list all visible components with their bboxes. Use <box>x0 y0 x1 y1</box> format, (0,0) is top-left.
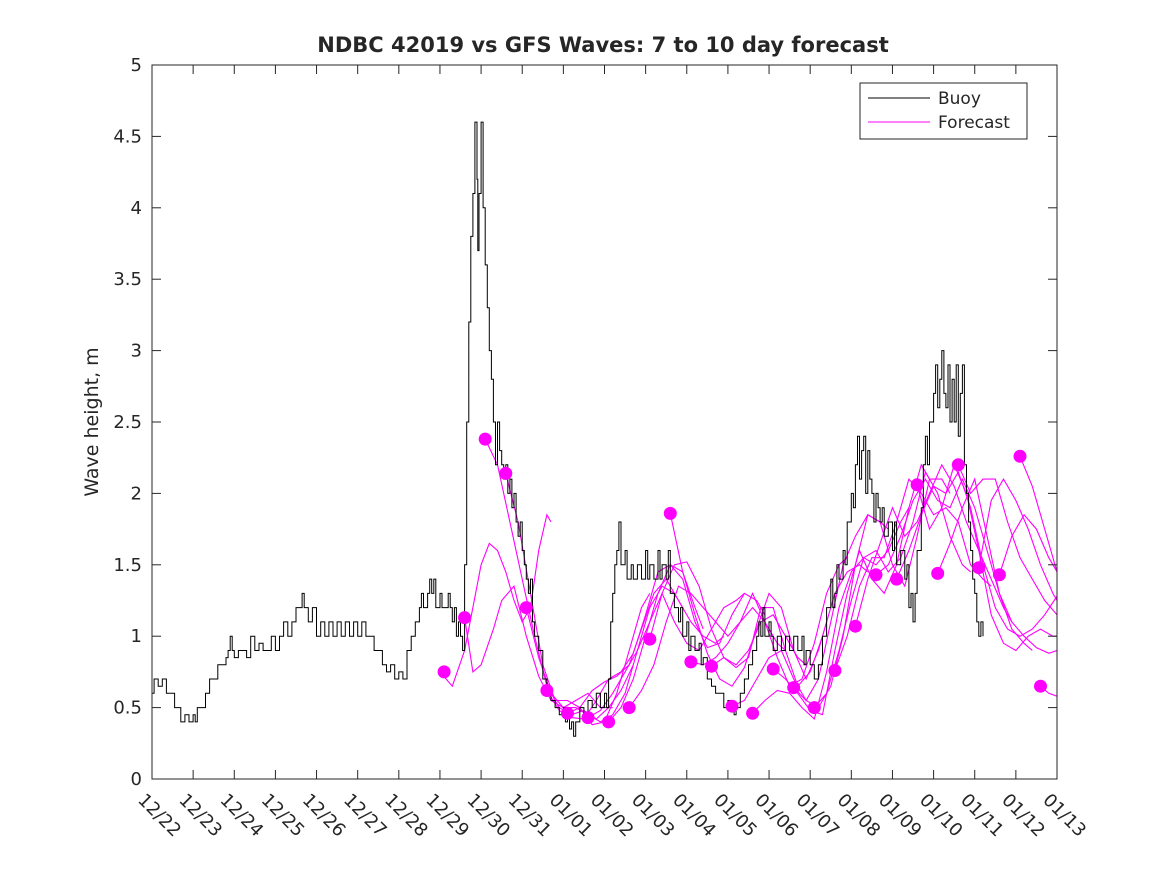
y-axis-label: Wave height, m <box>81 347 103 496</box>
legend-forecast-label: Forecast <box>938 113 1010 133</box>
forecast-marker-20 <box>848 619 862 633</box>
forecast-marker-9 <box>622 701 636 715</box>
chart-title: NDBC 42019 vs GFS Waves: 7 to 10 day for… <box>317 33 888 57</box>
y-tick-label: 3 <box>131 341 142 362</box>
forecast-marker-25 <box>951 458 965 472</box>
plot-area <box>152 121 1057 737</box>
forecast-marker-21 <box>869 568 883 582</box>
forecast-line-1 <box>464 585 613 709</box>
forecast-line-14 <box>731 514 889 707</box>
forecast-line-13 <box>711 564 869 688</box>
forecast-marker-18 <box>807 701 821 715</box>
y-tick-label: 2.5 <box>113 412 142 433</box>
y-tick-label: 2 <box>131 483 142 504</box>
forecast-marker-28 <box>1013 449 1027 463</box>
forecast-marker-12 <box>684 655 698 669</box>
y-tick-label: 0 <box>131 769 142 790</box>
forecast-line-12 <box>690 557 848 687</box>
forecast-marker-29 <box>1034 679 1047 693</box>
forecast-marker-24 <box>931 566 945 580</box>
forecast-line-8 <box>608 563 766 723</box>
forecast-marker-1 <box>458 611 472 625</box>
forecast-marker-23 <box>910 478 924 492</box>
forecast-marker-10 <box>643 632 657 646</box>
forecast-line-22 <box>896 470 1057 637</box>
forecast-marker-17 <box>787 681 801 695</box>
legend-buoy-label: Buoy <box>938 89 981 109</box>
forecast-marker-5 <box>540 684 554 697</box>
forecast-marker-16 <box>766 662 780 676</box>
forecast-marker-3 <box>499 466 513 480</box>
forecast-line-28 <box>1019 456 1057 573</box>
forecast-marker-19 <box>828 664 842 677</box>
forecast-marker-6 <box>561 706 574 720</box>
plot-clipped-group <box>152 121 1057 737</box>
y-tick-label: 3.5 <box>113 269 142 290</box>
forecast-marker-0 <box>437 665 451 679</box>
forecast-marker-15 <box>746 706 760 720</box>
y-tick-label: 4.5 <box>113 126 142 147</box>
forecast-line-27 <box>998 513 1057 575</box>
y-tick-label: 5 <box>131 55 142 76</box>
forecast-marker-27 <box>992 568 1006 582</box>
forecast-marker-7 <box>581 711 595 725</box>
forecast-line-21 <box>875 477 1033 651</box>
legend-box <box>859 82 1028 140</box>
forecast-line-25 <box>957 464 1057 616</box>
forecast-marker-22 <box>890 572 904 586</box>
forecast-line-7 <box>587 592 745 719</box>
legend: Buoy Forecast <box>859 82 1028 140</box>
buoy-line <box>152 121 984 737</box>
forecast-line-18 <box>813 470 971 708</box>
forecast-marker-2 <box>478 432 492 446</box>
forecast-marker-26 <box>972 561 986 575</box>
forecast-line-5 <box>546 564 704 720</box>
forecast-line-24 <box>937 477 1057 654</box>
forecast-marker-14 <box>725 699 739 713</box>
forecast-marker-13 <box>705 659 718 673</box>
forecast-marker-11 <box>663 506 677 520</box>
y-tick-label: 1.5 <box>113 555 142 576</box>
y-tick-label: 1 <box>131 626 142 647</box>
forecast-line-26 <box>978 477 1057 601</box>
forecast-marker-8 <box>602 715 616 729</box>
y-tick-label: 0.5 <box>113 698 142 719</box>
forecast-line-20 <box>854 463 1013 627</box>
forecast-marker-4 <box>519 601 533 615</box>
forecast-line-23 <box>916 463 1057 652</box>
y-tick-label: 4 <box>131 198 142 219</box>
forecast-line-10 <box>649 561 807 666</box>
